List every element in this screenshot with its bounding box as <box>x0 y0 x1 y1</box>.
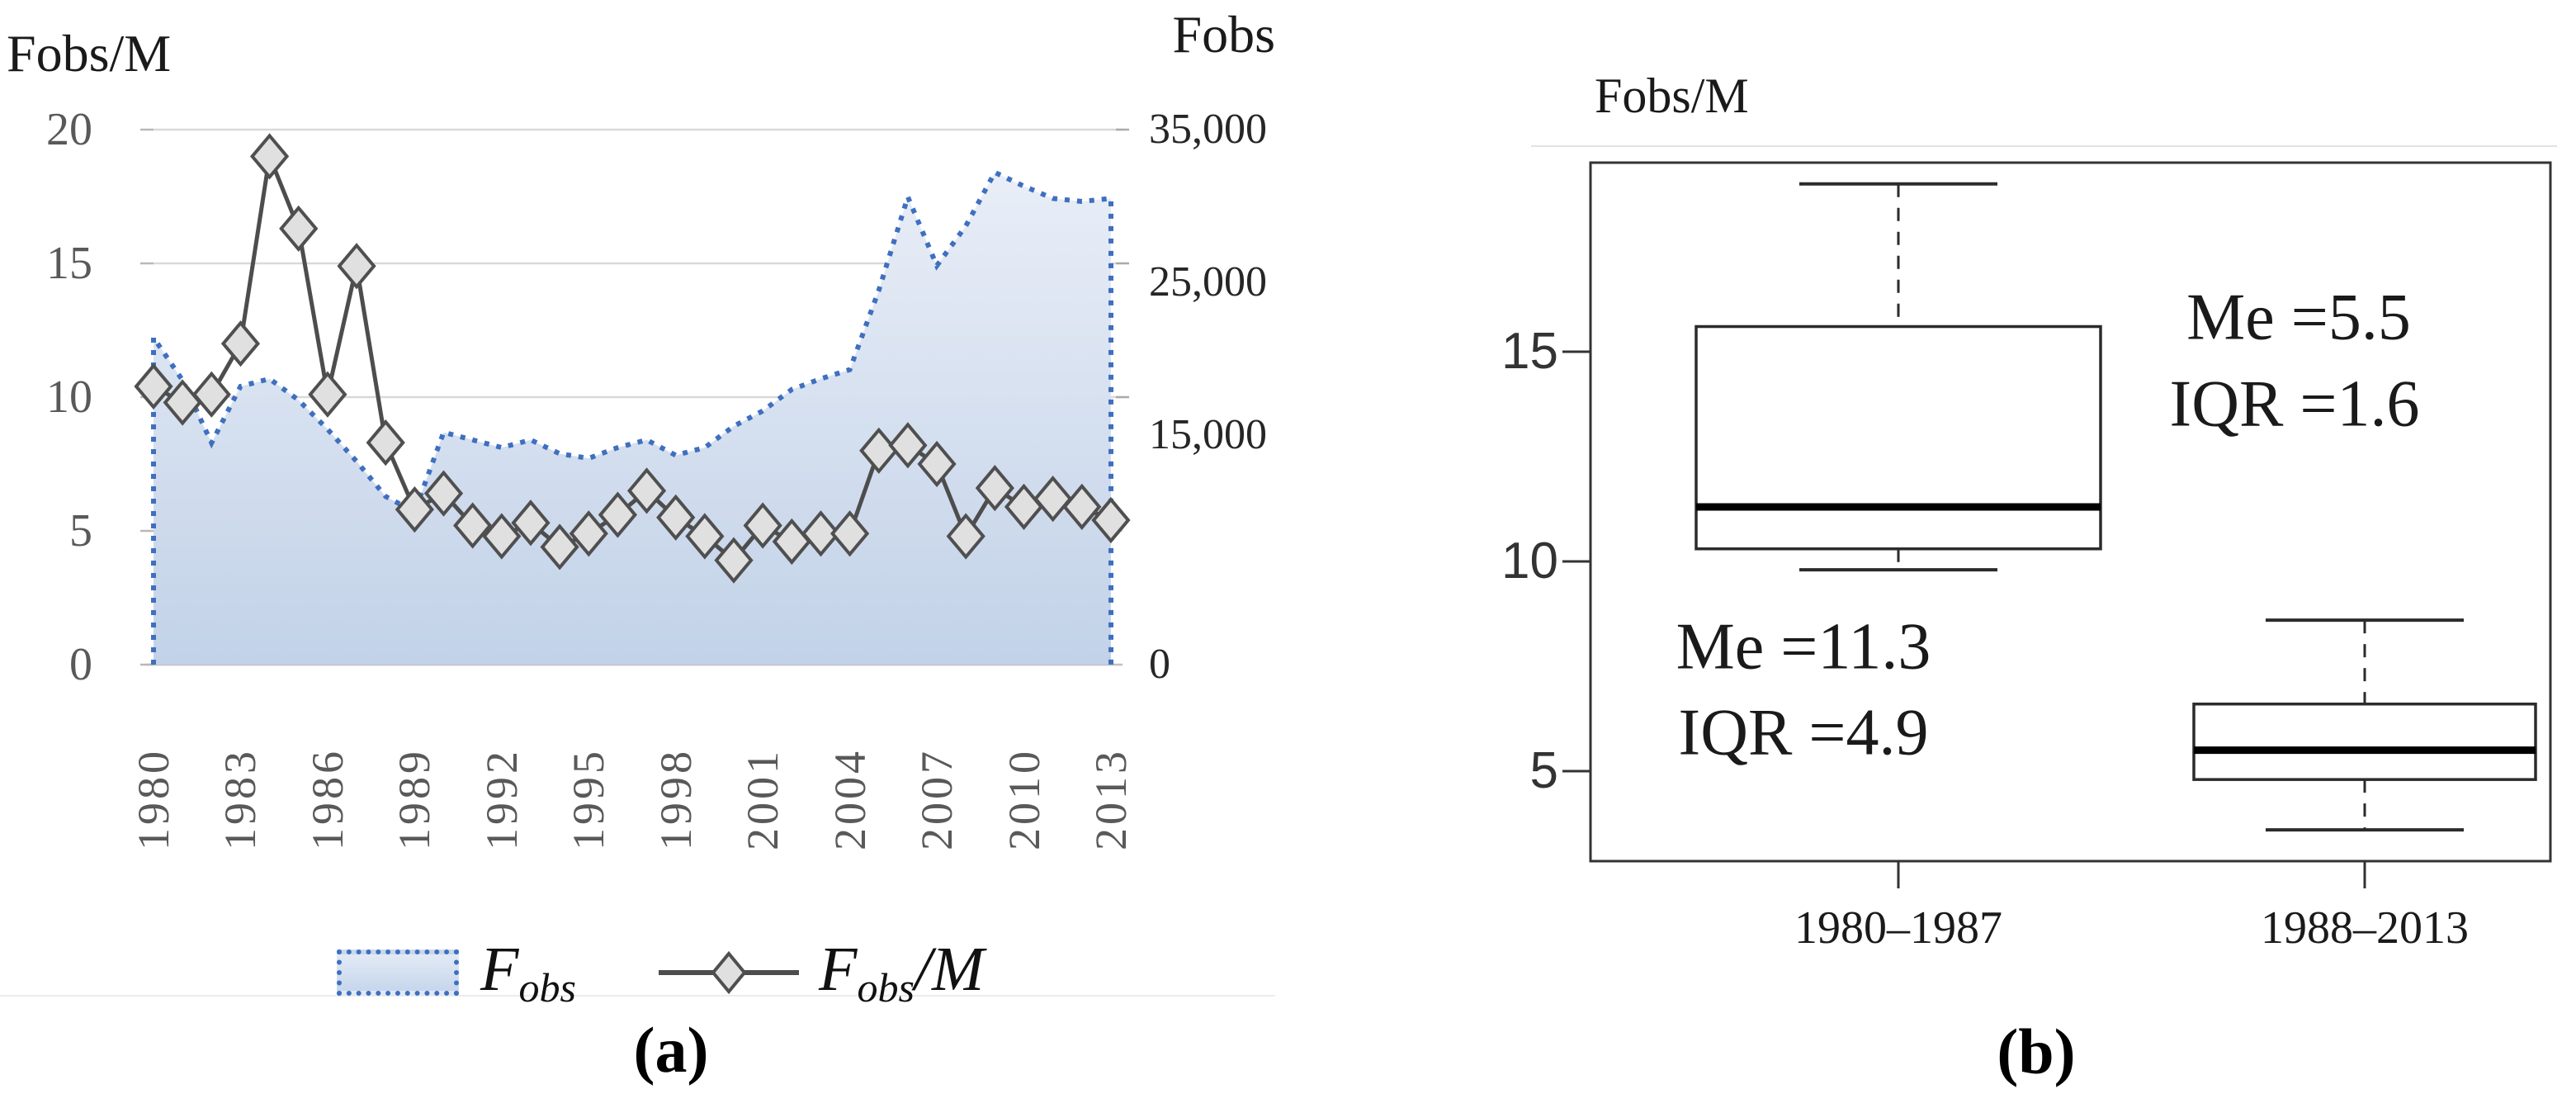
diamond-marker <box>888 422 928 469</box>
diamond-marker <box>482 513 522 560</box>
diamond-marker <box>656 494 696 541</box>
diamond-marker <box>337 243 376 290</box>
panel-a-x-tick-1992: 1992 <box>476 748 527 850</box>
panel-a-x-tick-1989: 1989 <box>390 748 440 850</box>
panel-a-plot <box>0 128 1275 997</box>
diamond-marker <box>395 485 434 533</box>
iqr-box <box>1694 324 2102 551</box>
diamond-marker <box>830 510 870 557</box>
panel-a-x-tick-1995: 1995 <box>564 748 614 850</box>
panel-a-right-axis-title: Fobs <box>1172 5 1276 64</box>
panel-a-right-tick-0: 0 <box>1149 641 1170 688</box>
diamond-marker <box>511 500 551 547</box>
legend-label-fobs-m: Fobs/M <box>819 935 985 1011</box>
panel-a-right-tick-35000: 35,000 <box>1149 106 1267 153</box>
panel-a-x-tick-1983: 1983 <box>215 748 266 850</box>
panel-a-x-tick-2007: 2007 <box>912 748 962 850</box>
legend-fobs-base: F <box>480 935 519 1004</box>
diamond-marker <box>714 537 754 584</box>
legend-swatch-fobs-area <box>337 949 459 996</box>
panel-a-x-tick-2010: 2010 <box>999 748 1049 850</box>
legend-fobs-sub: obs <box>518 964 576 1011</box>
boxplot-2 <box>2192 618 2537 832</box>
panel-a-y-tick-5: 5 <box>69 505 92 556</box>
iqr-box <box>2192 702 2537 781</box>
panel-a-x-tick-2004: 2004 <box>825 748 875 850</box>
diamond-marker <box>279 205 319 252</box>
diamond-marker <box>423 470 464 517</box>
diamond-marker <box>1033 476 1073 523</box>
panel-a-x-tick-1980: 1980 <box>129 748 178 850</box>
panel-a-x-tick-1998: 1998 <box>650 748 701 850</box>
diamond-marker <box>917 440 957 488</box>
diamond-marker <box>220 320 261 367</box>
panel-a-y-tick-0: 0 <box>69 639 92 690</box>
annotation-box2-median: Me =5.5 <box>2186 281 2411 354</box>
line-series-fobs-m <box>152 154 1113 563</box>
diamond-marker <box>743 502 782 549</box>
diamond-marker <box>249 133 290 180</box>
panel-b-y-tick-15: 15 <box>1501 323 1558 380</box>
panel-b-border <box>1589 161 2552 863</box>
diamond-marker <box>569 510 608 557</box>
diamond-marker <box>366 419 405 466</box>
legend-fobsm-sub: obs <box>857 964 915 1011</box>
legend-fobsm-suffix: /M <box>914 935 985 1004</box>
annotation-box1-iqr: IQR =4.9 <box>1678 696 1929 769</box>
diamond-marker <box>308 371 347 418</box>
panel-a-x-tick-2001: 2001 <box>738 748 788 850</box>
panel-a-right-tick-15000: 15,000 <box>1149 411 1267 458</box>
panel-b-title: Fobs/M <box>1595 69 1749 123</box>
boxplot-1 <box>1694 182 2102 572</box>
annotation-box2-iqr: IQR =1.6 <box>2169 367 2420 441</box>
annotation-box1-median: Me =11.3 <box>1676 610 1931 684</box>
diamond-marker <box>1062 483 1102 530</box>
diamond-marker <box>191 371 231 418</box>
panel-a-y-tick-20: 20 <box>46 104 92 155</box>
diamond-marker <box>626 467 667 514</box>
area-outline-dotted <box>151 168 1113 665</box>
diamond-marker <box>134 362 173 410</box>
legend-label-fobs: Fobs <box>480 935 576 1011</box>
diamond-marker <box>540 523 579 571</box>
panel-a-x-tick-1986: 1986 <box>302 748 352 850</box>
panel-a-y-tick-10: 10 <box>46 372 92 423</box>
panel-b-plot <box>1531 145 2557 888</box>
caption-b: (b) <box>1997 1016 2076 1087</box>
panel-b-y-tick-10: 10 <box>1501 533 1558 590</box>
diamond-marker <box>685 513 725 560</box>
panel-a-left-axis-title: Fobs/M <box>7 24 172 83</box>
diamond-marker <box>453 502 493 549</box>
panel-b-x-label-1988-2013: 1988–2013 <box>2261 902 2469 954</box>
diamond-marker <box>946 513 985 560</box>
diamond-marker <box>598 491 638 538</box>
panel-a-y-tick-15: 15 <box>46 238 92 289</box>
diamond-marker <box>1091 496 1131 544</box>
diamond-marker <box>801 510 841 557</box>
area-series-fobs <box>154 172 1111 665</box>
diamond-marker <box>975 465 1014 512</box>
panel-b-x-label-1980-1987: 1980–1987 <box>1794 902 2002 954</box>
legend-fobsm-base: F <box>819 935 858 1004</box>
caption-a: (a) <box>633 1014 709 1086</box>
panel-a-x-tick-2013: 2013 <box>1085 748 1136 850</box>
panel-b-y-tick-5: 5 <box>1529 742 1558 799</box>
panel-a-right-tick-25000: 25,000 <box>1149 258 1267 305</box>
diamond-marker <box>711 950 747 995</box>
